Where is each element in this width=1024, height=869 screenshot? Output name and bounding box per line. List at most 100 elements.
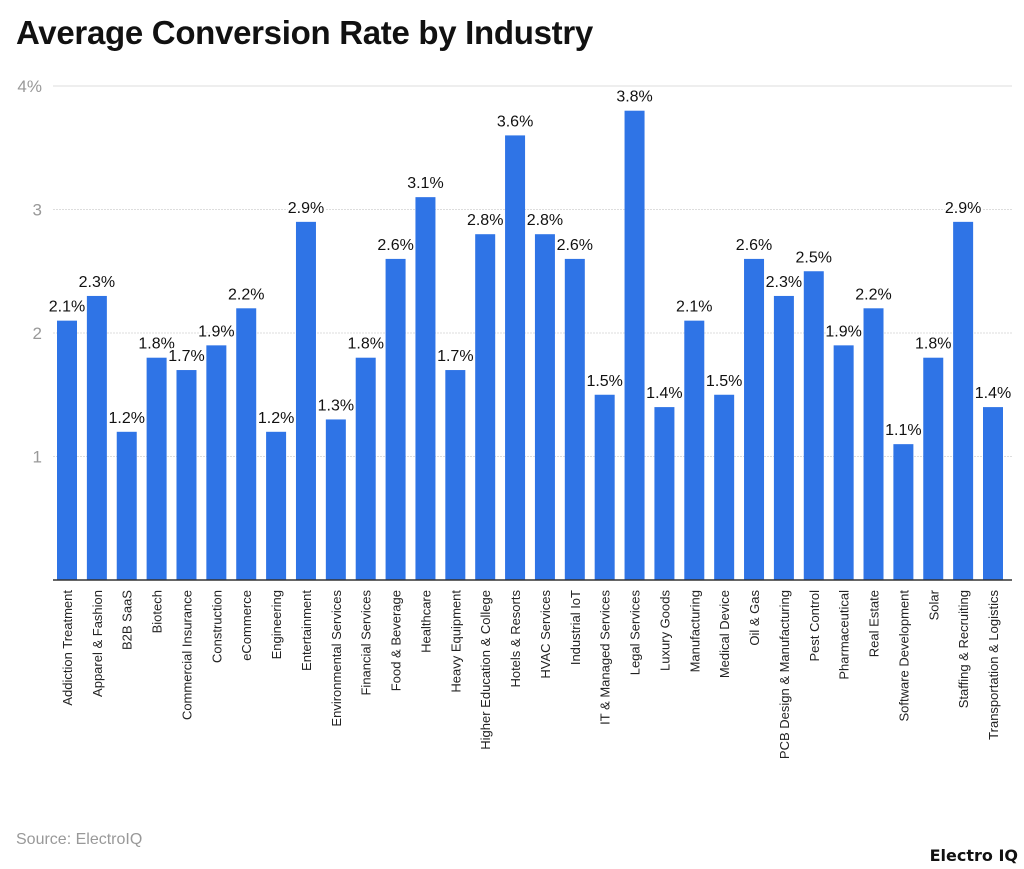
bar: [505, 135, 526, 580]
x-tick-label: Transportation & Logistics: [986, 590, 1001, 740]
bar: [773, 295, 794, 580]
bar: [684, 320, 705, 580]
data-label: 2.1%: [49, 299, 85, 316]
data-label: 1.7%: [168, 348, 204, 365]
bar: [893, 444, 914, 580]
x-tick-label: PCB Design & Manufacturing: [777, 590, 792, 759]
data-label: 2.9%: [945, 200, 981, 217]
bar: [714, 394, 735, 580]
x-tick-label: Hotels & Resorts: [508, 590, 523, 688]
x-tick-label: eCommerce: [239, 590, 254, 661]
x-tick-label: Engineering: [269, 590, 284, 659]
bar: [355, 357, 376, 580]
x-tick-label: Heavy Equipment: [448, 590, 463, 693]
data-label: 2.2%: [855, 286, 891, 303]
data-label: 1.9%: [825, 323, 861, 340]
electroiq-logo: Electro IQ: [929, 846, 1018, 865]
data-label: 2.5%: [796, 249, 832, 266]
data-label: 2.3%: [79, 274, 115, 291]
source-note: Source: ElectroIQ: [16, 831, 143, 848]
data-label: 1.2%: [109, 410, 145, 427]
data-label: 1.9%: [198, 323, 234, 340]
y-tick-label: 1: [33, 448, 42, 467]
data-label: 1.8%: [138, 336, 174, 353]
data-label: 2.8%: [527, 212, 563, 229]
data-label: 2.9%: [288, 200, 324, 217]
bar: [295, 221, 316, 580]
bar: [744, 258, 765, 580]
bar: [863, 308, 884, 580]
data-label: 2.3%: [766, 274, 802, 291]
x-tick-label: Software Development: [896, 590, 911, 722]
bar: [534, 234, 555, 580]
data-label: 2.2%: [228, 286, 264, 303]
x-tick-label: Real Estate: [867, 590, 882, 657]
x-tick-label: Luxury Goods: [657, 590, 672, 671]
bar: [594, 394, 615, 580]
bar: [57, 320, 77, 580]
bar: [953, 221, 974, 580]
bar: [86, 295, 107, 580]
bar: [833, 345, 854, 580]
y-tick-label: 3: [33, 201, 42, 220]
x-tick-label: Entertainment: [299, 590, 314, 671]
data-label: 1.5%: [706, 373, 742, 390]
y-tick-label: 4%: [17, 77, 42, 96]
x-tick-label: Legal Services: [628, 590, 643, 676]
x-tick-label: Environmental Services: [329, 590, 344, 727]
data-label: 1.3%: [318, 397, 354, 414]
x-tick-label: Apparel & Fashion: [90, 590, 105, 697]
x-tick-label: HVAC Services: [538, 590, 553, 679]
data-label: 3.6%: [497, 113, 533, 130]
data-label: 2.6%: [557, 237, 593, 254]
data-label: 1.4%: [646, 385, 682, 402]
data-label: 2.6%: [736, 237, 772, 254]
x-tick-label: Addiction Treatment: [60, 590, 75, 706]
data-label: 1.2%: [258, 410, 294, 427]
data-label: 2.8%: [467, 212, 503, 229]
chart-title: Average Conversion Rate by Industry: [16, 14, 593, 51]
data-label: 1.7%: [437, 348, 473, 365]
x-tick-label: Oil & Gas: [747, 590, 762, 646]
bar: [236, 308, 257, 580]
y-tick-label: 2: [33, 324, 42, 343]
bar: [983, 407, 1003, 580]
x-tick-label: Solar: [926, 589, 941, 620]
x-tick-label: Biotech: [150, 590, 165, 633]
data-label: 1.1%: [885, 422, 921, 439]
data-label: 1.8%: [915, 336, 951, 353]
x-tick-label: Pharmaceutical: [837, 590, 852, 680]
x-tick-label: Industrial IoT: [568, 590, 583, 665]
x-tick-label: Financial Services: [359, 590, 374, 696]
x-tick-label: Pest Control: [807, 590, 822, 662]
bar: [475, 234, 496, 580]
data-label: 3.1%: [407, 175, 443, 192]
data-label: 1.8%: [347, 336, 383, 353]
bar: [146, 357, 167, 580]
bar: [923, 357, 944, 580]
data-label: 2.1%: [676, 299, 712, 316]
x-tick-label: Staffing & Recruiting: [956, 590, 971, 708]
bar: [266, 431, 287, 580]
x-tick-label: B2B SaaS: [120, 590, 135, 650]
data-label: 1.4%: [975, 385, 1011, 402]
data-label: 2.6%: [377, 237, 413, 254]
x-tick-label: Construction: [209, 590, 224, 663]
bar: [116, 431, 137, 580]
x-tick-label: Medical Device: [717, 590, 732, 678]
bar: [325, 419, 346, 580]
bar: [564, 258, 585, 580]
bar: [803, 271, 824, 580]
data-label: 3.8%: [616, 89, 652, 106]
x-tick-label: Commercial Insurance: [179, 590, 194, 720]
bar: [654, 407, 675, 580]
bar: [415, 197, 436, 580]
bar: [385, 258, 406, 580]
bar: [206, 345, 227, 580]
x-tick-label: Healthcare: [418, 590, 433, 653]
x-tick-label: IT & Managed Services: [598, 590, 613, 725]
bar: [624, 110, 645, 580]
data-label: 1.5%: [586, 373, 622, 390]
x-tick-label: Food & Beverage: [389, 590, 404, 691]
